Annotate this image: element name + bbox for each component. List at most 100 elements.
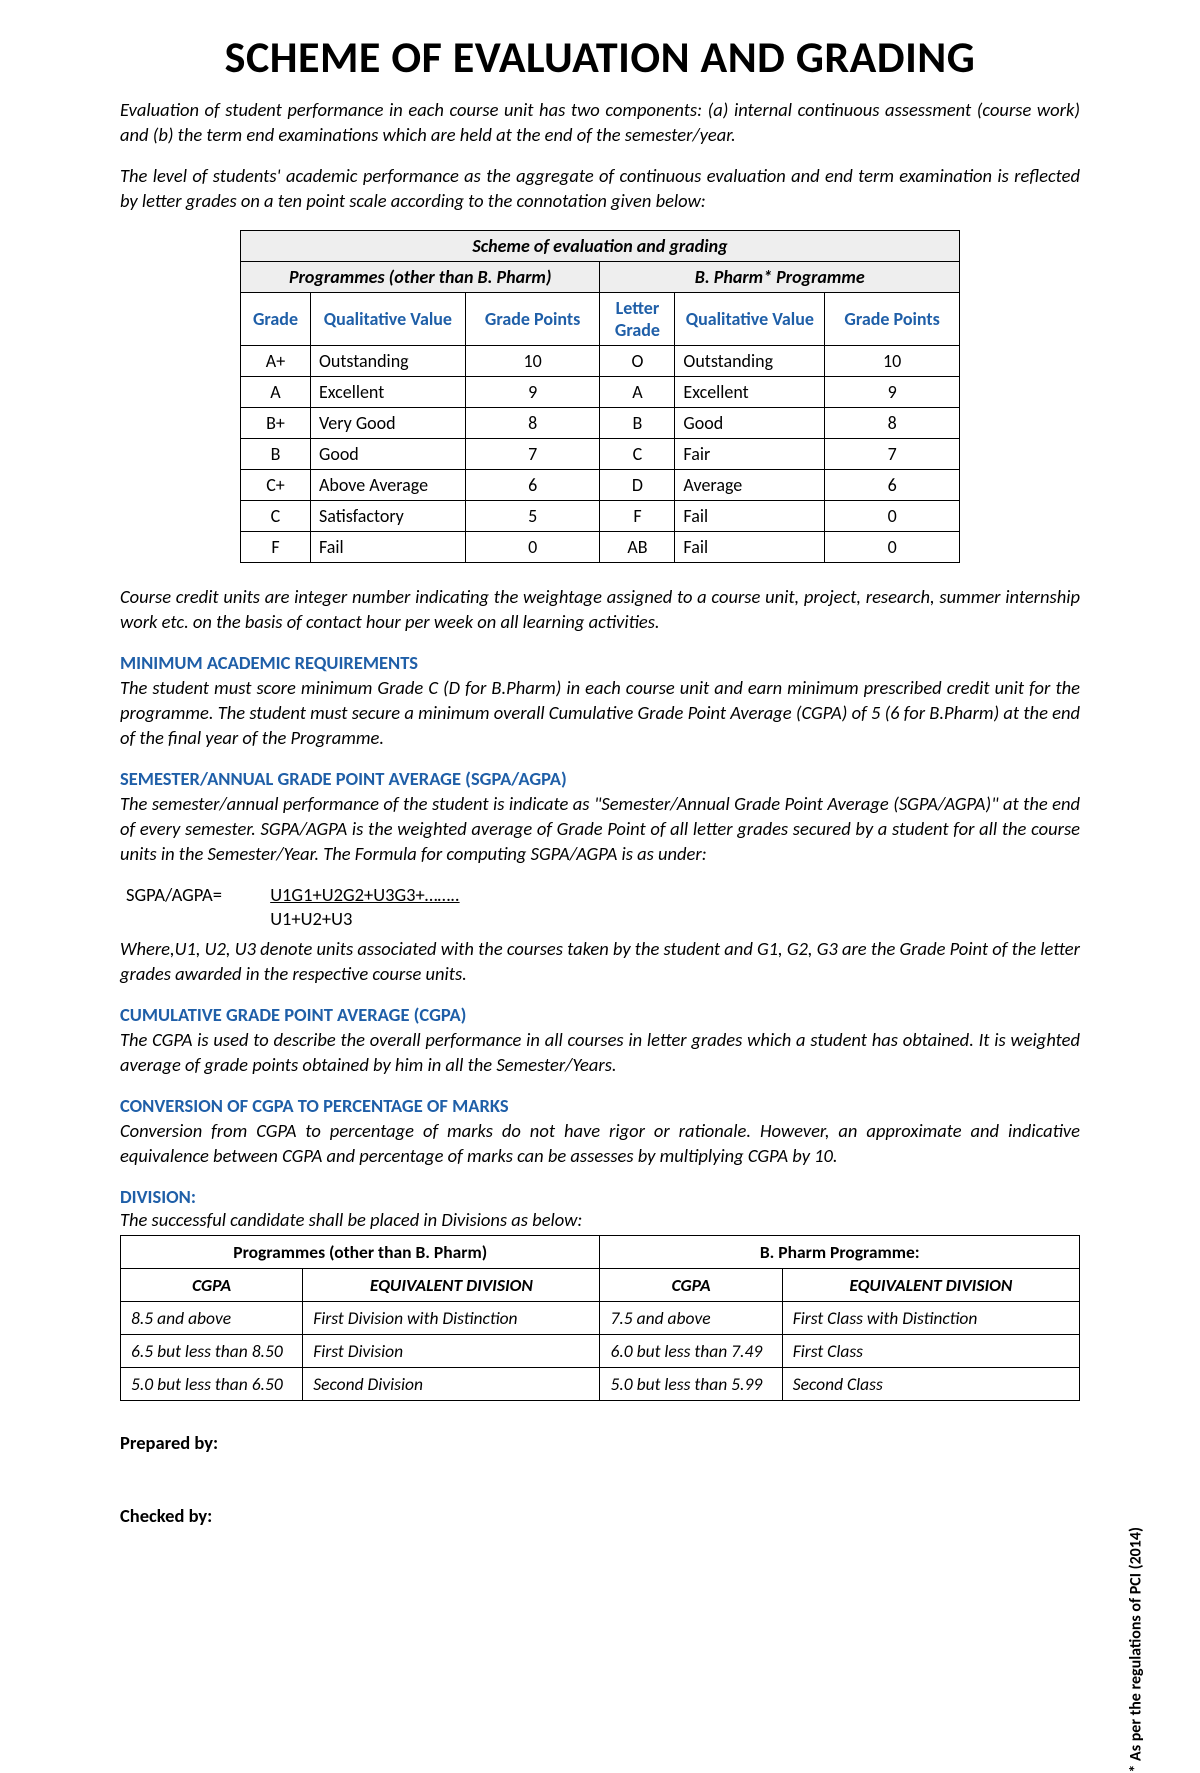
- table-row: A+Outstanding10OOutstanding10: [241, 345, 960, 376]
- cell-division: First Class with Distinction: [782, 1301, 1079, 1334]
- cell-letter-grade: F: [600, 500, 675, 531]
- col-grade: Grade: [241, 292, 311, 345]
- cell-qual: Fail: [675, 500, 825, 531]
- col-letter-grade: Letter Grade: [600, 292, 675, 345]
- cell-cgpa: 6.0 but less than 7.49: [600, 1334, 782, 1367]
- grading-table-title: Scheme of evaluation and grading: [241, 230, 960, 261]
- conversion-paragraph: Conversion from CGPA to percentage of ma…: [120, 1119, 1080, 1169]
- cell-qual: Good: [675, 407, 825, 438]
- cell-letter-grade: D: [600, 469, 675, 500]
- min-req-paragraph: The student must score minimum Grade C (…: [120, 676, 1080, 751]
- grading-right-header: B. Pharm* Programme: [600, 261, 960, 292]
- table-row: BGood7CFair7: [241, 438, 960, 469]
- cell-grade: A+: [241, 345, 311, 376]
- grading-left-header: Programmes (other than B. Pharm): [241, 261, 600, 292]
- cell-points: 7: [465, 438, 600, 469]
- cell-letter-grade: B: [600, 407, 675, 438]
- cell-qual: Outstanding: [675, 345, 825, 376]
- div-col-eq-right: EQUIVALENT DIVISION: [782, 1268, 1079, 1301]
- cell-cgpa: 8.5 and above: [121, 1301, 303, 1334]
- table-row: 8.5 and aboveFirst Division with Distinc…: [121, 1301, 1080, 1334]
- cell-grade: B: [241, 438, 311, 469]
- div-col-cgpa-left: CGPA: [121, 1268, 303, 1301]
- table-row: C+Above Average6DAverage6: [241, 469, 960, 500]
- intro-paragraph-2: The level of students' academic performa…: [120, 164, 1080, 214]
- cell-qual: Average: [675, 469, 825, 500]
- prepared-by: Prepared by:: [120, 1431, 1080, 1454]
- cell-points: 9: [465, 376, 600, 407]
- cell-qual: Fail: [675, 531, 825, 562]
- cell-letter-grade: A: [600, 376, 675, 407]
- table-row: FFail0ABFail0: [241, 531, 960, 562]
- cell-qual: Satisfactory: [310, 500, 465, 531]
- division-right-header: B. Pharm Programme:: [600, 1235, 1080, 1268]
- table-row: AExcellent9AExcellent9: [241, 376, 960, 407]
- formula-explanation: Where,U1, U2, U3 denote units associated…: [120, 937, 1080, 987]
- cell-grade: B+: [241, 407, 311, 438]
- col-points-right: Grade Points: [825, 292, 960, 345]
- cell-division: First Division with Distinction: [303, 1301, 600, 1334]
- cell-qual: Very Good: [310, 407, 465, 438]
- cell-letter-grade: AB: [600, 531, 675, 562]
- cell-division: First Class: [782, 1334, 1079, 1367]
- div-col-cgpa-right: CGPA: [600, 1268, 782, 1301]
- conversion-heading: CONVERSION OF CGPA TO PERCENTAGE OF MARK…: [120, 1094, 1080, 1117]
- formula-numerator: U1G1+U2G2+U3G3+……..: [270, 883, 459, 906]
- cell-qual: Excellent: [675, 376, 825, 407]
- cell-grade: C+: [241, 469, 311, 500]
- table-row: B+Very Good8BGood8: [241, 407, 960, 438]
- sgpa-paragraph: The semester/annual performance of the s…: [120, 792, 1080, 867]
- cell-division: First Division: [303, 1334, 600, 1367]
- credit-paragraph: Course credit units are integer number i…: [120, 585, 1080, 635]
- cell-points: 8: [825, 407, 960, 438]
- checked-by: Checked by:: [120, 1504, 1080, 1527]
- division-left-header: Programmes (other than B. Pharm): [121, 1235, 600, 1268]
- page-title: SCHEME OF EVALUATION AND GRADING: [120, 30, 1080, 84]
- cell-cgpa: 6.5 but less than 8.50: [121, 1334, 303, 1367]
- formula-label: SGPA/AGPA=: [126, 883, 266, 907]
- cell-points: 0: [825, 500, 960, 531]
- pci-footnote: * As per the regulations of PCI (2014): [1127, 1527, 1146, 1773]
- division-heading: DIVISION:: [120, 1185, 1080, 1208]
- cell-letter-grade: C: [600, 438, 675, 469]
- col-qual-left: Qualitative Value: [310, 292, 465, 345]
- cell-grade: F: [241, 531, 311, 562]
- cell-division: Second Class: [782, 1367, 1079, 1400]
- cell-grade: C: [241, 500, 311, 531]
- cell-points: 5: [465, 500, 600, 531]
- formula-denominator: U1+U2+U3: [270, 907, 352, 930]
- cell-points: 9: [825, 376, 960, 407]
- col-points-left: Grade Points: [465, 292, 600, 345]
- cell-qual: Outstanding: [310, 345, 465, 376]
- div-col-eq-left: EQUIVALENT DIVISION: [303, 1268, 600, 1301]
- cell-points: 0: [825, 531, 960, 562]
- cell-grade: A: [241, 376, 311, 407]
- cell-cgpa: 5.0 but less than 6.50: [121, 1367, 303, 1400]
- cell-letter-grade: O: [600, 345, 675, 376]
- cell-points: 10: [465, 345, 600, 376]
- cell-points: 8: [465, 407, 600, 438]
- cell-qual: Good: [310, 438, 465, 469]
- cgpa-heading: CUMULATIVE GRADE POINT AVERAGE (CGPA): [120, 1003, 1080, 1026]
- cgpa-paragraph: The CGPA is used to describe the overall…: [120, 1028, 1080, 1078]
- cell-qual: Fail: [310, 531, 465, 562]
- division-table: Programmes (other than B. Pharm) B. Phar…: [120, 1235, 1080, 1401]
- cell-qual: Fair: [675, 438, 825, 469]
- table-row: CSatisfactory5FFail0: [241, 500, 960, 531]
- cell-points: 6: [825, 469, 960, 500]
- cell-cgpa: 5.0 but less than 5.99: [600, 1367, 782, 1400]
- table-row: 6.5 but less than 8.50First Division6.0 …: [121, 1334, 1080, 1367]
- cell-division: Second Division: [303, 1367, 600, 1400]
- min-req-heading: MINIMUM ACADEMIC REQUIREMENTS: [120, 651, 1080, 674]
- cell-points: 7: [825, 438, 960, 469]
- grading-table: Scheme of evaluation and grading Program…: [240, 230, 960, 563]
- cell-cgpa: 7.5 and above: [600, 1301, 782, 1334]
- table-row: 5.0 but less than 6.50Second Division5.0…: [121, 1367, 1080, 1400]
- intro-paragraph-1: Evaluation of student performance in eac…: [120, 98, 1080, 148]
- cell-qual: Above Average: [310, 469, 465, 500]
- sgpa-heading: SEMESTER/ANNUAL GRADE POINT AVERAGE (SGP…: [120, 767, 1080, 790]
- sgpa-formula: SGPA/AGPA= U1G1+U2G2+U3G3+…….. U1+U2+U3: [126, 883, 1080, 931]
- col-qual-right: Qualitative Value: [675, 292, 825, 345]
- cell-points: 10: [825, 345, 960, 376]
- division-paragraph: The successful candidate shall be placed…: [120, 1208, 1080, 1233]
